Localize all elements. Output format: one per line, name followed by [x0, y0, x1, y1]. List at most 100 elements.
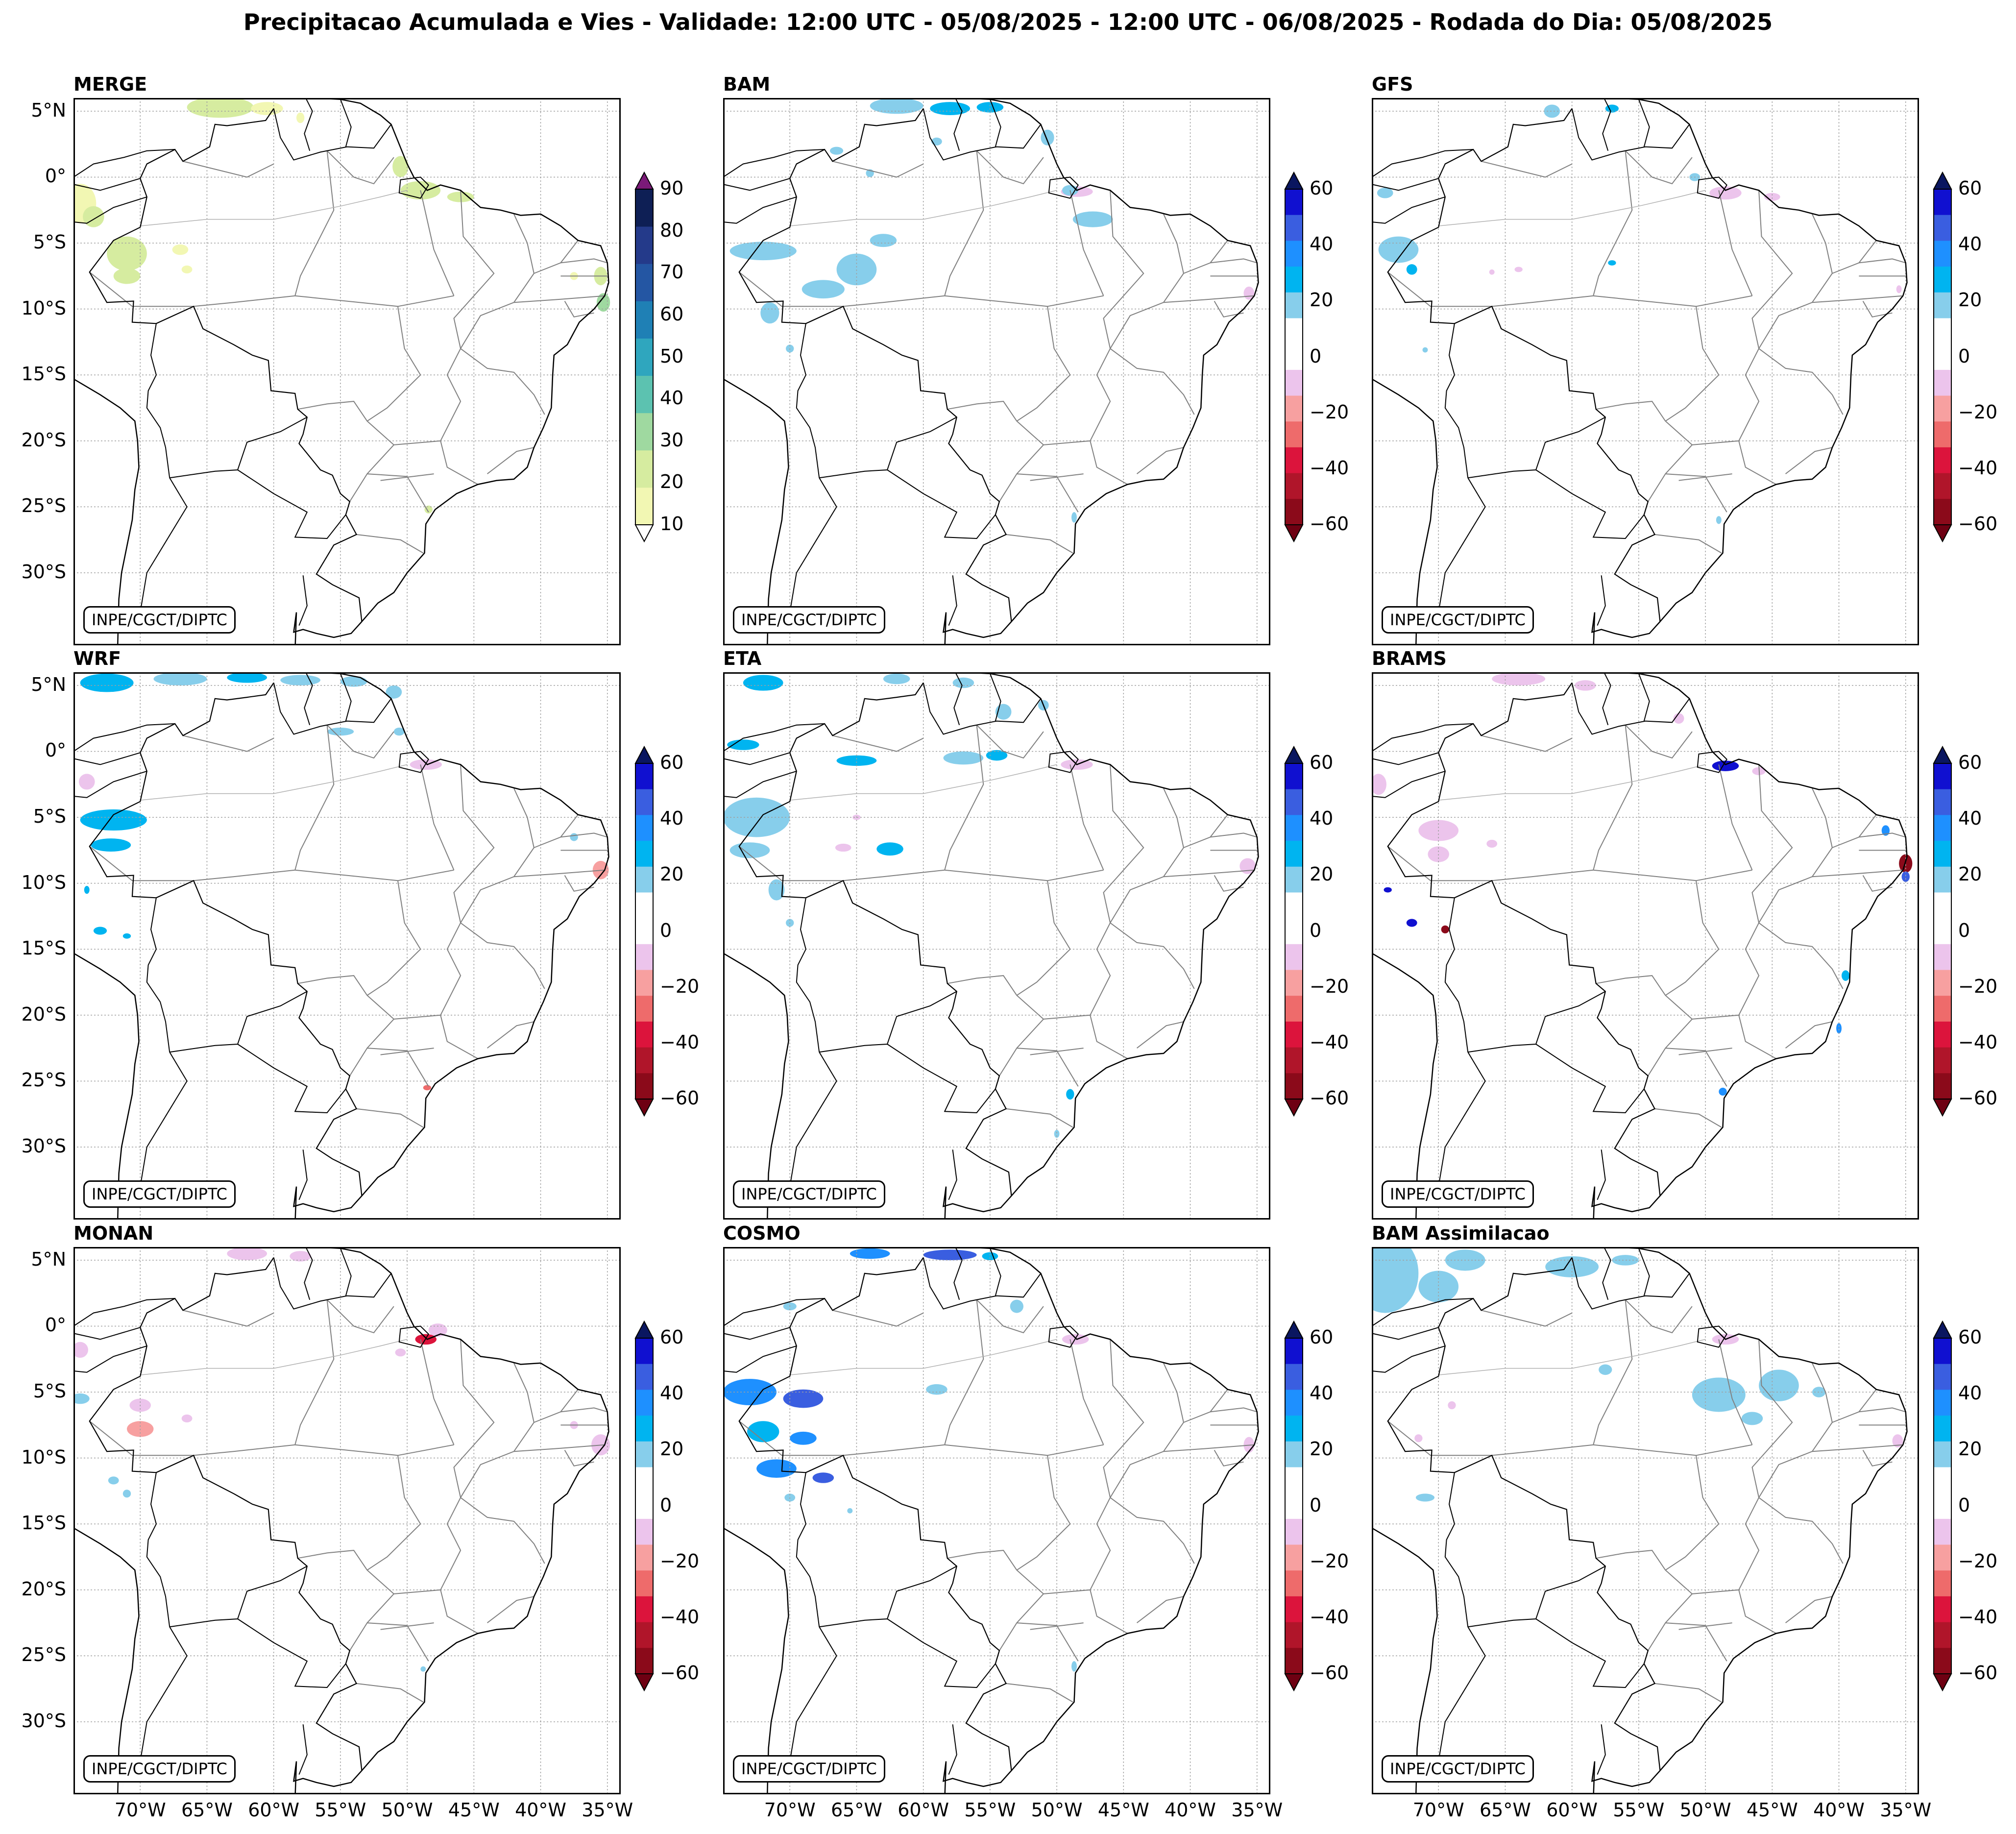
state-border: [297, 975, 368, 996]
lat-tick-label: 30°S: [21, 1135, 66, 1157]
country-border: [1387, 682, 1661, 1196]
colorbar-segment: [1285, 1441, 1303, 1467]
colorbar-segment: [1285, 970, 1303, 996]
field-patch: [1010, 1299, 1023, 1313]
colorbar-segment: [1934, 344, 1951, 370]
colorbar-segment: [1934, 815, 1951, 841]
field-patch: [1384, 887, 1392, 893]
colorbar-segment: [635, 189, 653, 227]
state-border: [1438, 764, 1706, 801]
state-border: [790, 190, 1057, 226]
lon-tick-label: 40°W: [515, 1799, 566, 1821]
state-border: [1758, 1497, 1844, 1564]
state-border: [1438, 190, 1706, 226]
field-patch: [1372, 774, 1386, 795]
colorbar-tick-label: 30: [660, 429, 684, 451]
colorbar-cosmo: [1284, 1320, 1304, 1691]
map-bam-assimilacao: [1372, 1247, 1919, 1794]
country-border: [723, 1298, 825, 1327]
country-border: [1602, 1247, 1611, 1300]
colorbar-segment: [1285, 1021, 1303, 1048]
lon-tick-label: 65°W: [1479, 1799, 1531, 1821]
country-border: [1597, 575, 1606, 626]
coastline: [293, 672, 609, 1220]
colorbar-segment: [635, 487, 653, 525]
colorbar-segment: [1285, 1338, 1303, 1365]
state-border: [1214, 1449, 1244, 1467]
state-border: [1625, 1299, 1693, 1334]
state-border: [739, 846, 844, 881]
coastline: [1591, 1247, 1908, 1794]
state-border: [1812, 869, 1903, 878]
colorbar-tick-label: −60: [1958, 513, 1998, 535]
colorbar-segment: [1934, 1047, 1951, 1074]
state-border: [1859, 832, 1906, 838]
colorbar-segment: [1934, 1622, 1951, 1648]
country-border: [723, 149, 825, 178]
country-border: [1438, 477, 1486, 612]
field-patch: [1406, 264, 1417, 275]
field-patch: [113, 268, 141, 284]
colorbar-segment: [1934, 1596, 1951, 1623]
country-border: [1438, 1626, 1486, 1761]
state-border: [140, 764, 408, 801]
field-patch: [1448, 1401, 1456, 1410]
colorbar-segment: [1285, 421, 1303, 448]
state-border: [1006, 1683, 1073, 1703]
field-patch: [1892, 1434, 1903, 1448]
colorbar-tick-label: 0: [1310, 1494, 1322, 1516]
colorbar-segment: [1934, 473, 1951, 499]
lat-tick-label: 5°S: [33, 231, 66, 253]
state-border: [297, 1550, 368, 1570]
field-patch: [1422, 347, 1428, 353]
state-border: [1832, 240, 1877, 274]
credit-stamp: INPE/CGCT/DIPTC: [83, 1180, 236, 1208]
coastline: [293, 98, 609, 645]
map-brams: [1372, 672, 1919, 1220]
credit-stamp: INPE/CGCT/DIPTC: [1382, 1180, 1534, 1208]
state-border: [564, 300, 594, 318]
state-border: [295, 1444, 454, 1456]
country-border: [298, 1724, 308, 1775]
country-border: [989, 673, 1001, 721]
state-border: [1593, 869, 1752, 881]
coastline: [1372, 952, 1438, 1220]
country-border: [73, 770, 147, 798]
colorbar-segment: [1285, 241, 1303, 267]
colorbar-segment: [1285, 1622, 1303, 1648]
colorbar-segment: [635, 841, 653, 867]
state-border: [1110, 1497, 1195, 1564]
colorbar-segment: [1285, 1493, 1303, 1519]
map-cosmo: [723, 1247, 1270, 1794]
colorbar-outline: [635, 1338, 654, 1674]
field-patch: [943, 751, 984, 765]
country-border: [237, 469, 346, 539]
state-border: [356, 1683, 424, 1703]
state-border: [534, 814, 579, 848]
country-border: [73, 1345, 147, 1373]
state-border: [739, 1420, 844, 1456]
state-border: [947, 1550, 1018, 1570]
country-border: [923, 1257, 1042, 1310]
coastline: [398, 176, 429, 199]
colorbar-bam: [1284, 171, 1304, 542]
field-patch: [1486, 839, 1498, 848]
state-border: [1738, 1015, 1776, 1059]
lat-tick-label: 30°S: [21, 1710, 66, 1732]
colorbar-segment: [1934, 1467, 1951, 1493]
colorbar-segment: [1285, 1047, 1303, 1074]
field-patch: [1041, 129, 1054, 146]
state-border: [534, 240, 579, 274]
field-patch: [1378, 236, 1419, 263]
panel-title-bam-assimilacao: BAM Assimilacao: [1372, 1223, 1550, 1244]
colorbar-segment: [1934, 447, 1951, 474]
country-border: [304, 98, 313, 151]
state-border: [1043, 348, 1111, 445]
colorbar-tick-label: 60: [1958, 177, 1982, 199]
field-patch: [743, 675, 783, 691]
state-border: [486, 447, 534, 474]
state-border: [366, 306, 421, 422]
colorbar-tick-label: 0: [1958, 919, 1970, 941]
country-border: [170, 1565, 308, 1628]
state-border: [560, 832, 608, 838]
